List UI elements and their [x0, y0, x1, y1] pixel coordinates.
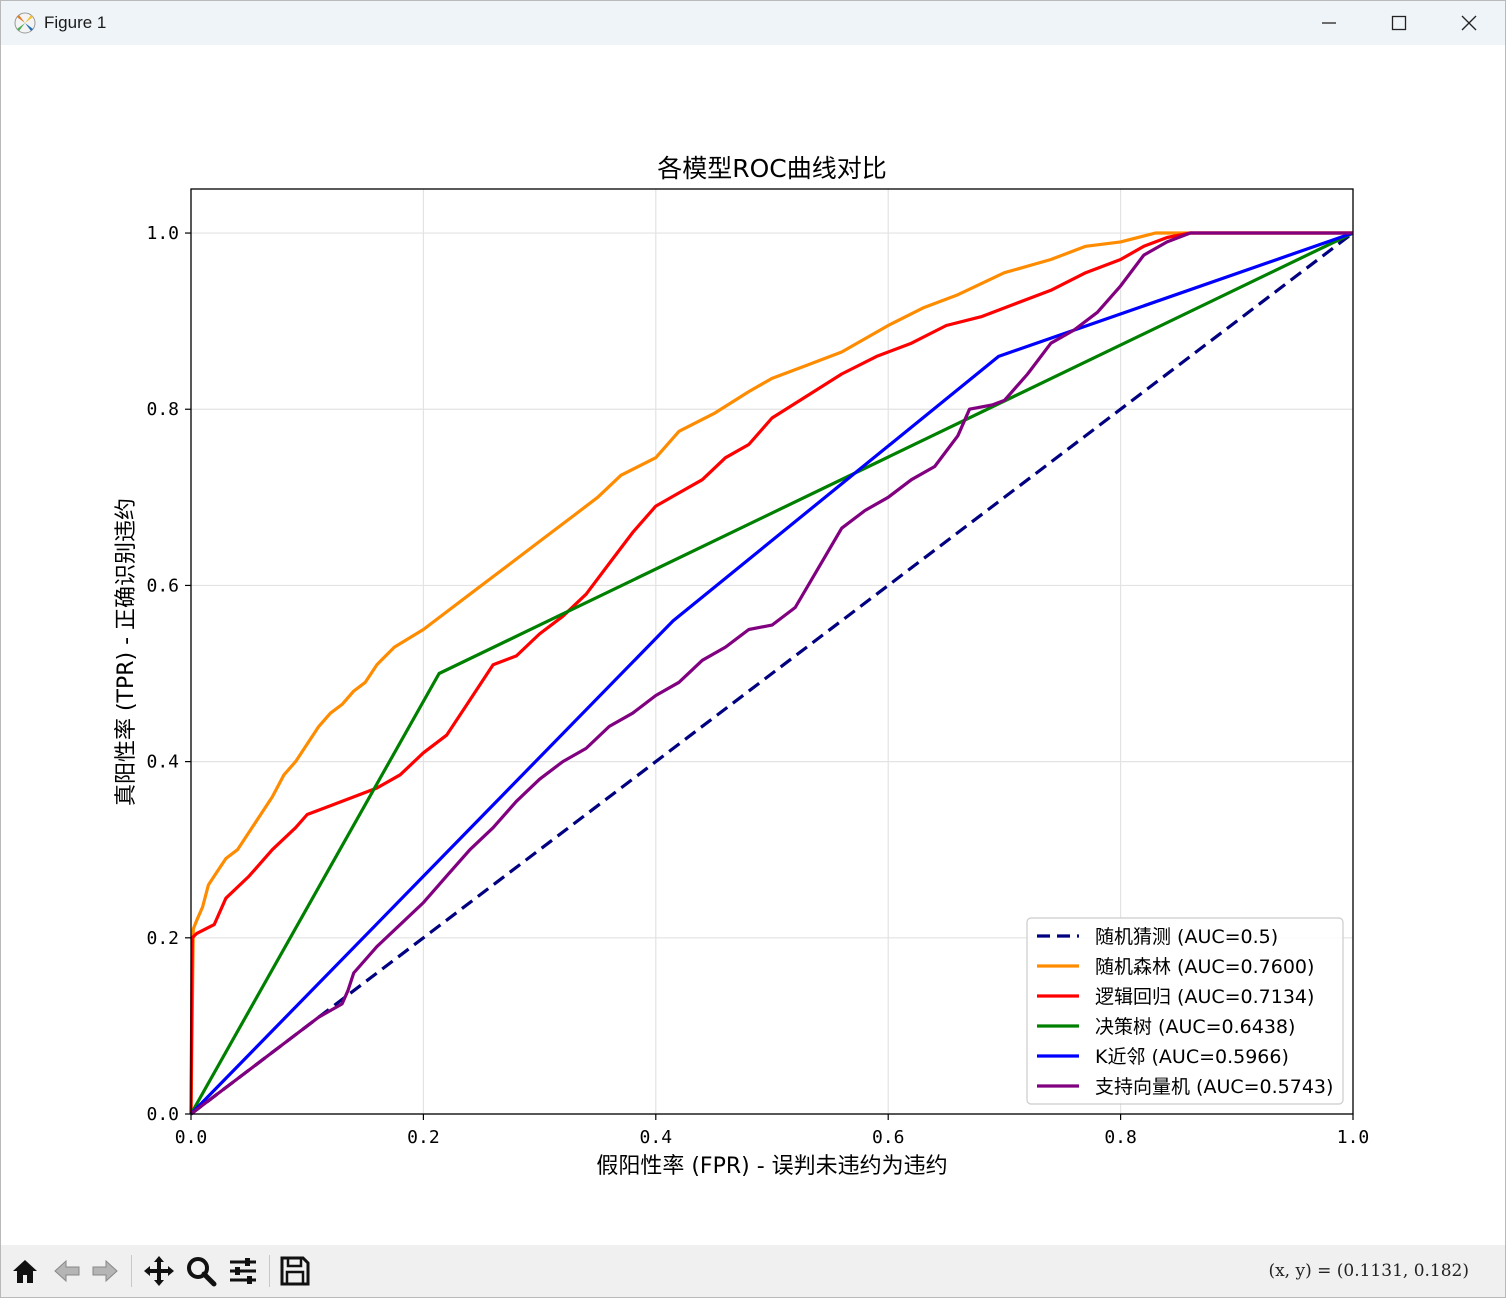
legend-label-lr: 逻辑回归 (AUC=0.7134) — [1095, 986, 1314, 1008]
y-tick-label: 1.0 — [146, 223, 179, 244]
forward-icon — [92, 1259, 118, 1283]
y-tick-label: 0.0 — [146, 1104, 179, 1125]
y-tick-label: 0.8 — [146, 399, 179, 420]
x-axis-label: 假阳性率 (FPR) - 误判未违约为违约 — [596, 1154, 947, 1179]
legend: 随机猜测 (AUC=0.5) 随机森林 (AUC=0.7600) 逻辑回归 (AUC… — [1026, 917, 1344, 1105]
zoom-button[interactable] — [183, 1253, 219, 1289]
y-tick-label: 0.4 — [146, 752, 179, 773]
cursor-coordinates: (x, y) = (0.1131, 0.182) — [1268, 1261, 1469, 1281]
pan-icon — [144, 1256, 174, 1286]
toolbar-separator — [269, 1255, 270, 1287]
minimize-button[interactable] — [1295, 1, 1363, 45]
x-tick-label: 0.8 — [1104, 1127, 1137, 1148]
y-tick-label: 0.6 — [146, 575, 179, 596]
title-bar[interactable]: Figure 1 — [1, 1, 1505, 45]
series-line-svm — [190, 231, 1353, 1116]
roc-chart: 各模型ROC曲线对比 0.0 0.2 0.4 0.6 0.8 1.00.00.20.40.… — [114, 154, 1369, 1179]
save-icon — [280, 1256, 310, 1286]
maximize-icon — [1391, 15, 1407, 31]
x-tick-label: 0.0 — [175, 1127, 208, 1148]
y-axis-label: 真阳性率 (TPR) - 正确识别违约 — [114, 498, 139, 806]
legend-label-knn: K近邻 (AUC=0.5966) — [1095, 1046, 1289, 1068]
legend-label-svm: 支持向量机 (AUC=0.5743) — [1095, 1076, 1333, 1098]
y-tick-label: 0.2 — [146, 928, 179, 949]
axis-ticks: 0.0 0.2 0.4 0.6 0.8 1.0 0.0 0.2 0.4 0.6 0.8 1.0 — [146, 223, 1369, 1148]
plot-area-frame — [190, 188, 1354, 1115]
configure-subplots-button[interactable] — [225, 1253, 261, 1289]
series-line-dt — [189, 231, 1354, 1115]
back-button[interactable] — [49, 1253, 85, 1289]
home-icon — [13, 1260, 37, 1283]
series-line-lr — [189, 231, 1353, 1115]
x-tick-label: 0.2 — [407, 1127, 440, 1148]
window-title: Figure 1 — [44, 13, 107, 32]
matplotlib-app-icon — [14, 12, 36, 34]
home-button[interactable] — [7, 1253, 43, 1289]
save-button[interactable] — [277, 1253, 313, 1289]
pan-button[interactable] — [141, 1253, 177, 1289]
forward-button[interactable] — [87, 1253, 123, 1289]
close-button[interactable] — [1435, 1, 1503, 45]
series-line-random — [190, 231, 1354, 1116]
series-line-rf — [189, 231, 1353, 1115]
x-tick-label: 1.0 — [1337, 1127, 1370, 1148]
legend-box — [1026, 917, 1344, 1105]
minimize-icon — [1322, 22, 1336, 24]
navigation-toolbar: (x, y) = (0.1131, 0.182) — [1, 1245, 1505, 1297]
series-lines — [189, 231, 1354, 1116]
x-tick-label: 0.4 — [640, 1127, 673, 1148]
configure-subplots-icon — [230, 1258, 256, 1284]
legend-label-rf: 随机森林 (AUC=0.7600) — [1095, 956, 1314, 978]
chart-title: 各模型ROC曲线对比 — [657, 154, 887, 183]
close-icon — [1461, 15, 1477, 31]
series-line-knn — [189, 231, 1354, 1116]
zoom-icon — [187, 1257, 217, 1287]
toolbar-separator — [131, 1255, 132, 1287]
figure-canvas[interactable]: 各模型ROC曲线对比 0.0 0.2 0.4 0.6 0.8 1.0 0.0 0.2 0.4 0.… — [1, 45, 1505, 1245]
legend-label-dt: 决策树 (AUC=0.6438) — [1095, 1016, 1295, 1038]
x-tick-label: 0.6 — [872, 1127, 905, 1148]
legend-label-random: 随机猜测 (AUC=0.5) — [1095, 926, 1278, 948]
back-icon — [54, 1259, 80, 1283]
maximize-button[interactable] — [1365, 1, 1433, 45]
